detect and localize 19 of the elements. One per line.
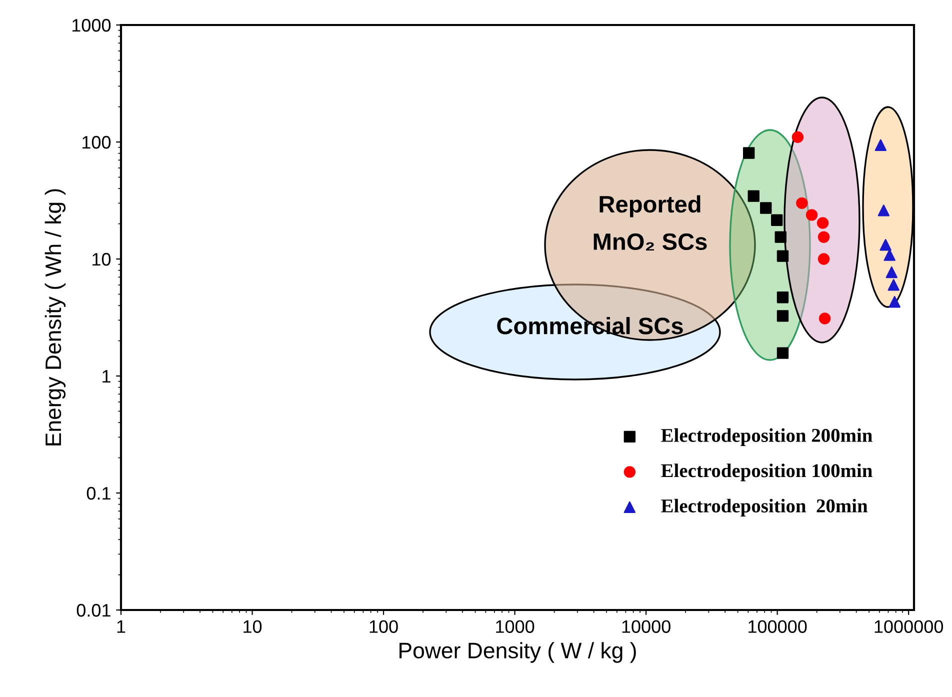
y-axis-title: Energy Density ( Wh / kg ) bbox=[44, 189, 66, 446]
y-tick-label: 0.01 bbox=[76, 604, 110, 617]
x-tick-label: 100000 bbox=[748, 620, 807, 633]
x-tick-label: 1000000 bbox=[874, 620, 944, 633]
y-tick-label: 1 bbox=[102, 370, 110, 383]
y-tick-label: 1000 bbox=[72, 18, 111, 32]
y-tick-label: 10 bbox=[92, 252, 111, 266]
legend-label: Electrodeposition 20min bbox=[661, 498, 868, 516]
legend-label: Electrodeposition 200min bbox=[661, 428, 872, 446]
x-tick-label: 1 bbox=[117, 620, 126, 633]
y-tick-label: 0.1 bbox=[86, 486, 110, 500]
x-tick-label: 1000 bbox=[496, 620, 534, 633]
x-tick-label: 10 bbox=[244, 620, 262, 633]
legend-label: Electrodeposition 100min bbox=[661, 464, 872, 482]
x-tick-label: 100 bbox=[370, 620, 398, 633]
x-tick-label: 10000 bbox=[622, 620, 670, 633]
annotation: Reported MnO₂ SCs bbox=[594, 195, 707, 251]
x-axis-title: Power Density ( W / kg ) bbox=[400, 642, 636, 663]
y-tick-label: 100 bbox=[82, 136, 111, 149]
